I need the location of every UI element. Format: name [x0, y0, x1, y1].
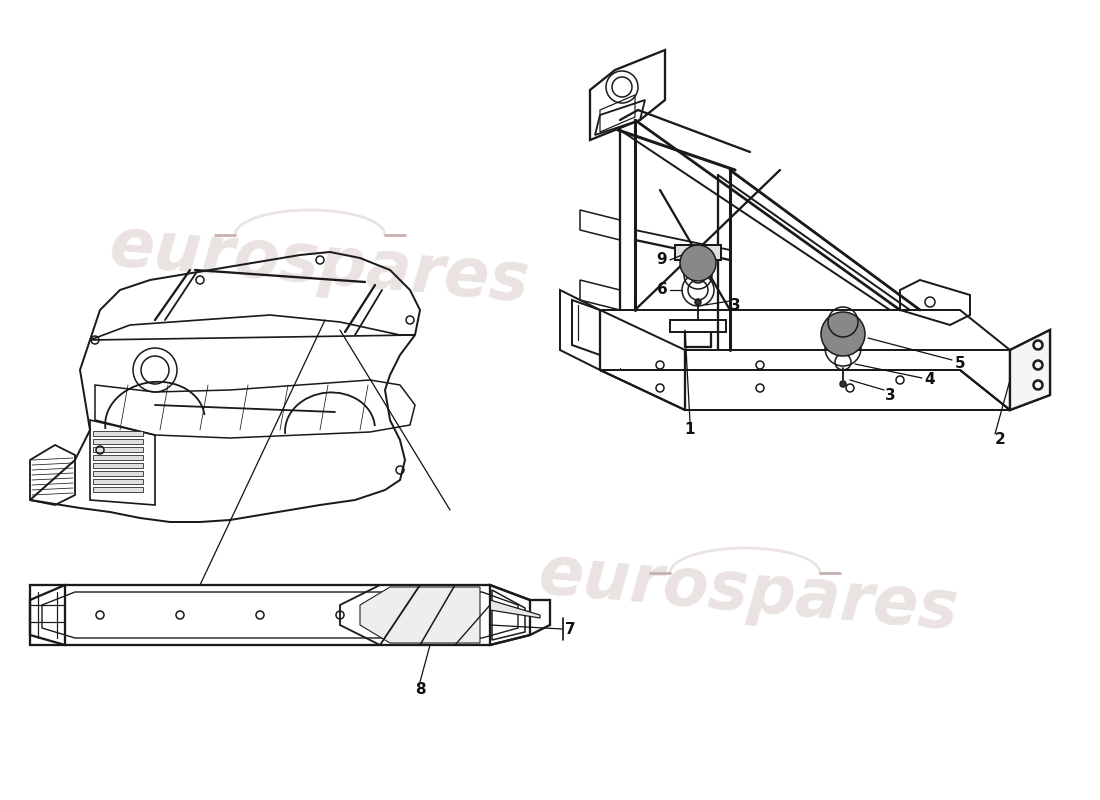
Text: eurospares: eurospares — [107, 213, 531, 315]
Polygon shape — [675, 245, 720, 260]
Text: 4: 4 — [925, 373, 935, 387]
Text: 8: 8 — [415, 682, 426, 698]
Text: 3: 3 — [884, 387, 895, 402]
Text: 5: 5 — [955, 355, 966, 370]
Circle shape — [840, 381, 846, 387]
Bar — [94, 471, 143, 476]
Text: 3: 3 — [729, 298, 740, 313]
Polygon shape — [490, 600, 540, 618]
Circle shape — [680, 245, 716, 281]
Text: 6: 6 — [657, 282, 668, 298]
Bar — [94, 463, 143, 468]
Text: 2: 2 — [994, 433, 1005, 447]
Text: 1: 1 — [684, 422, 695, 438]
Bar — [94, 455, 143, 460]
Bar — [94, 487, 143, 492]
Bar — [94, 447, 143, 452]
Bar — [94, 431, 143, 436]
Polygon shape — [1010, 330, 1050, 410]
Circle shape — [695, 299, 701, 305]
Text: 7: 7 — [564, 622, 575, 638]
Text: eurospares: eurospares — [536, 541, 960, 643]
Polygon shape — [360, 587, 480, 643]
Bar — [94, 479, 143, 484]
Circle shape — [821, 312, 865, 356]
Text: 9: 9 — [657, 253, 668, 267]
Bar — [94, 439, 143, 444]
